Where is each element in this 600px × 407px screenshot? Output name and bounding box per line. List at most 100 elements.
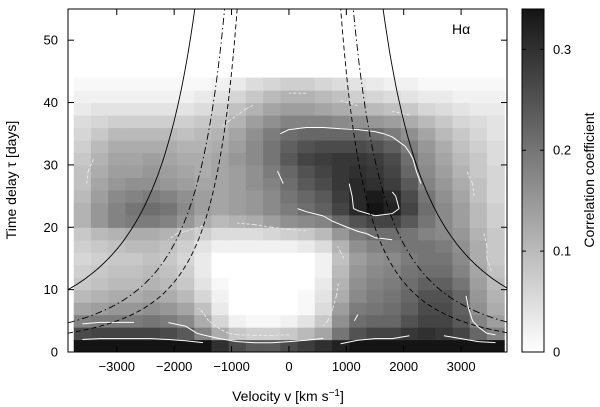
heatmap-cell — [280, 102, 299, 116]
heatmap-cell — [366, 214, 385, 228]
heatmap-cell — [280, 139, 299, 154]
heatmap-cell — [228, 90, 247, 104]
heatmap-cell — [108, 115, 126, 129]
heatmap-cell — [177, 302, 195, 316]
heatmap-cell — [177, 189, 195, 203]
heatmap-cell — [159, 90, 178, 104]
heatmap-cell — [280, 239, 299, 253]
contour-line — [82, 183, 496, 345]
heatmap-cell — [297, 115, 316, 129]
heatmap-cell — [435, 90, 454, 104]
heatmap-cell — [314, 177, 333, 191]
heatmap-cell — [418, 214, 436, 228]
heatmap-cell — [383, 289, 402, 303]
heatmap-cell — [263, 127, 281, 141]
heatmap-cell — [452, 77, 471, 91]
heatmap-cell — [331, 327, 350, 341]
heatmap-cell — [142, 102, 161, 116]
heatmap-cell — [177, 239, 195, 253]
heatmap-cell — [177, 102, 195, 116]
heatmap-cell — [108, 339, 126, 352]
heatmap-cell — [297, 227, 316, 241]
contour-line — [86, 92, 492, 336]
heatmap-cell — [383, 264, 402, 278]
heatmap-cell — [297, 90, 316, 104]
heatmap-cell — [486, 139, 505, 154]
heatmap-cell — [383, 214, 402, 228]
heatmap-cell — [280, 227, 299, 241]
heatmap-cell — [228, 127, 247, 141]
heatmap-cell — [211, 102, 230, 116]
heatmap-cell — [194, 264, 213, 278]
heatmap-cell — [159, 139, 178, 154]
heatmap-cell — [383, 252, 402, 266]
heatmap-cell — [452, 139, 471, 154]
heatmap-cell — [125, 139, 144, 154]
heatmap-cell — [245, 302, 264, 316]
heatmap-cell — [314, 90, 333, 104]
heatmap-cell — [142, 77, 161, 91]
heatmap-cell — [297, 152, 316, 166]
heatmap-cell — [400, 227, 419, 241]
heatmap-cell — [108, 264, 126, 278]
heatmap-cell — [486, 164, 505, 178]
heatmap-cell — [245, 252, 264, 266]
plot-area — [68, 9, 507, 352]
heatmap-cell — [211, 127, 230, 141]
heatmap-cell — [73, 189, 92, 203]
heatmap-cell — [159, 189, 178, 203]
heatmap-cell — [263, 252, 281, 266]
heatmap-cell — [142, 252, 161, 266]
heatmap-cell — [297, 127, 316, 141]
heatmap-cell — [90, 214, 109, 228]
heatmap-cell — [452, 339, 471, 352]
heatmap-cell — [211, 302, 230, 316]
heatmap-cell — [349, 102, 368, 116]
heatmap-cell — [486, 152, 505, 166]
heatmap-cell — [73, 277, 92, 291]
heatmap-cell — [228, 152, 247, 166]
heatmap-cell — [228, 252, 247, 266]
heatmap-cell — [297, 177, 316, 191]
heatmap-cell — [435, 177, 454, 191]
heatmap-cell — [486, 264, 505, 278]
heatmap-cell — [90, 152, 109, 166]
heatmap-cell — [400, 90, 419, 104]
heatmap-cell — [331, 90, 350, 104]
heatmap-cell — [349, 302, 368, 316]
heatmap-cell — [297, 302, 316, 316]
heatmap-cell — [314, 164, 333, 178]
heatmap-cell — [418, 302, 436, 316]
heatmap-cell — [159, 102, 178, 116]
heatmap-cell — [142, 115, 161, 129]
heatmap-cell — [263, 77, 281, 91]
heatmap-cell — [280, 327, 299, 341]
contours — [82, 92, 496, 345]
y-tick-label: 0 — [51, 345, 58, 360]
heatmap-cell — [349, 264, 368, 278]
heatmap-cell — [108, 252, 126, 266]
colorbar-tick-label: 0.1 — [553, 244, 571, 259]
heatmap-cell — [245, 264, 264, 278]
heatmap-cell — [108, 164, 126, 178]
heatmap-cell — [469, 214, 488, 228]
x-tick-label: −2000 — [156, 359, 193, 374]
heatmap-cell — [280, 90, 299, 104]
heatmap-cell — [228, 264, 247, 278]
heatmap-cell — [366, 302, 385, 316]
heatmap-cell — [331, 277, 350, 291]
heatmap-cell — [314, 202, 333, 216]
heatmap-cell — [90, 77, 109, 91]
heatmap-cell — [159, 339, 178, 352]
heatmap-cell — [331, 214, 350, 228]
heatmap-cell — [263, 327, 281, 341]
heatmap-cell — [349, 115, 368, 129]
heatmap-cell — [297, 77, 316, 91]
heatmap-cell — [297, 139, 316, 154]
heatmap-cell — [90, 164, 109, 178]
heatmap-cell — [400, 214, 419, 228]
heatmap-cell — [228, 289, 247, 303]
heatmap-cell — [245, 227, 264, 241]
heatmap-cell — [211, 77, 230, 91]
line-annotation: Hα — [452, 21, 470, 37]
